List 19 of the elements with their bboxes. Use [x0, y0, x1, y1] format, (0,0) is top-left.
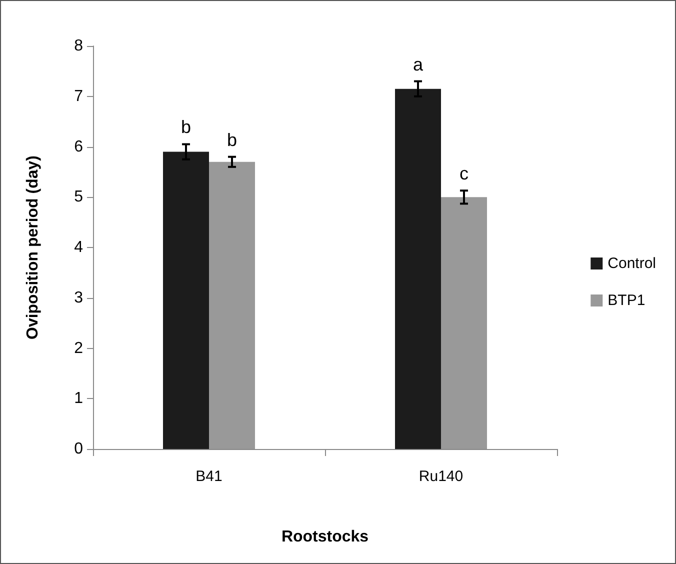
annotation: b	[226, 130, 238, 150]
legend-label: Control	[608, 255, 656, 272]
y-tick-label: 3	[74, 289, 84, 306]
y-tick-label: 4	[74, 239, 84, 256]
y-tick-label: 0	[74, 440, 84, 458]
y-axis-title: Oviposition period (day)	[24, 155, 42, 340]
x-tick-label: Ru140	[418, 468, 464, 485]
legend-label: BTP1	[608, 292, 646, 309]
annotation: c	[460, 164, 468, 184]
x-tick-label: B41	[196, 468, 222, 485]
y-tick-label: 5	[74, 188, 84, 206]
y-tick-label: 1	[74, 390, 84, 408]
y-tick-label: 7	[74, 88, 84, 105]
y-tick-label: 8	[74, 38, 84, 54]
annotation: a	[412, 54, 424, 74]
y-tick-label: 6	[74, 138, 84, 156]
annotation: b	[180, 117, 192, 138]
y-tick-label: 2	[74, 340, 84, 357]
x-axis-title: Rootstocks	[281, 528, 369, 546]
